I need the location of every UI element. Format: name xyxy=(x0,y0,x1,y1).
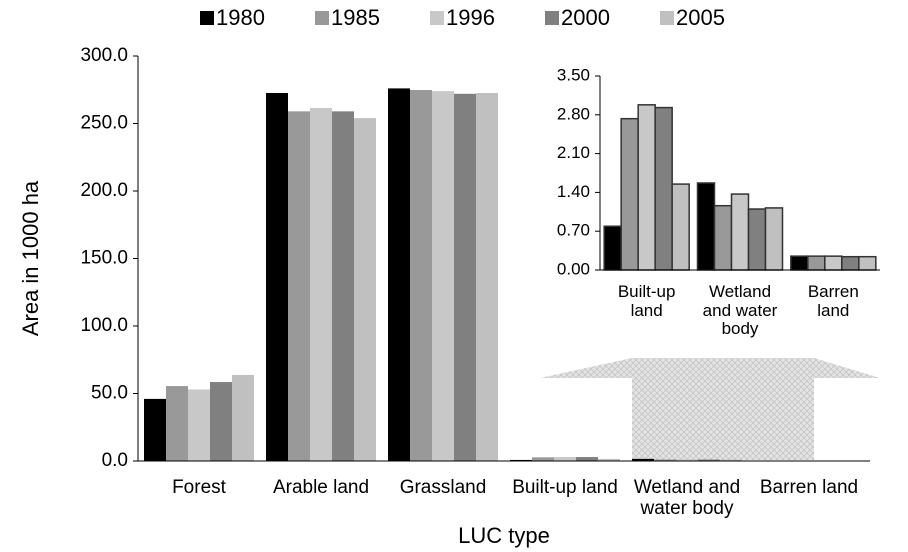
bar xyxy=(310,107,332,461)
bar xyxy=(332,111,354,461)
legend-label: 2005 xyxy=(676,5,725,30)
x-tick-label: Arable land xyxy=(272,477,370,498)
legend-label: 1980 xyxy=(216,5,265,30)
y-tick-label: 200.0 xyxy=(80,180,128,201)
y-tick-label: 300.0 xyxy=(80,45,128,66)
bar xyxy=(637,104,656,271)
legend-label: 1996 xyxy=(446,5,495,30)
bar xyxy=(841,255,860,271)
legend-label: 2000 xyxy=(561,5,610,30)
bar xyxy=(598,458,620,461)
bar xyxy=(388,88,410,462)
y-axis-title: Area in 1000 ha xyxy=(18,180,43,336)
bar xyxy=(858,255,877,271)
y-tick-label: 1.40 xyxy=(557,182,590,201)
bar xyxy=(720,459,742,461)
y-tick-label: 3.50 xyxy=(557,65,590,84)
bar xyxy=(188,389,210,461)
bar xyxy=(747,208,767,271)
x-tick-label: Wetland and water body xyxy=(702,282,778,339)
bar xyxy=(354,118,376,461)
bar xyxy=(698,459,720,461)
bar xyxy=(671,183,690,271)
y-tick-label: 250.0 xyxy=(80,113,128,134)
legend-swatch xyxy=(660,11,674,25)
bar xyxy=(696,182,716,271)
legend-swatch xyxy=(545,11,559,25)
bar xyxy=(410,90,432,462)
x-tick-label: Built-up land xyxy=(617,282,676,320)
bar xyxy=(432,91,454,461)
legend-swatch xyxy=(200,11,214,25)
y-tick-label: 150.0 xyxy=(80,248,128,269)
y-tick-label: 50.0 xyxy=(91,383,128,404)
bar xyxy=(454,93,476,462)
x-tick-label: Forest xyxy=(172,477,226,498)
x-tick-label: Grassland xyxy=(399,477,487,498)
x-axis-title: LUC type xyxy=(458,523,550,548)
legend-swatch xyxy=(315,11,329,25)
legend-swatch xyxy=(430,11,444,25)
x-tick-label: Wetland and water body xyxy=(633,477,741,519)
bar xyxy=(554,456,576,461)
x-tick-label: Barren land xyxy=(807,282,859,320)
bar xyxy=(166,386,188,461)
bar xyxy=(807,255,826,271)
bar xyxy=(603,225,622,271)
bar xyxy=(676,459,698,461)
x-tick-label: Built-up land xyxy=(512,477,618,498)
y-tick-label: 0.70 xyxy=(557,221,590,240)
bar xyxy=(144,398,166,461)
bar xyxy=(654,106,673,271)
y-tick-label: 0.0 xyxy=(102,450,128,471)
bar xyxy=(713,204,733,271)
bar xyxy=(232,375,254,461)
bar xyxy=(266,92,288,462)
bar xyxy=(210,382,232,461)
bar xyxy=(532,457,554,461)
bar xyxy=(824,255,843,271)
y-tick-label: 0.00 xyxy=(557,259,590,278)
bar xyxy=(790,255,809,271)
legend-label: 1985 xyxy=(331,5,380,30)
zoom-connector xyxy=(540,358,880,460)
bar xyxy=(632,458,654,461)
bar xyxy=(764,207,784,271)
y-tick-label: 100.0 xyxy=(80,315,128,336)
bar xyxy=(730,193,750,271)
y-tick-label: 2.10 xyxy=(557,143,590,162)
bar xyxy=(476,92,498,462)
bar xyxy=(620,117,639,271)
bar xyxy=(510,459,532,461)
x-tick-label: Barren land xyxy=(759,477,859,498)
bar xyxy=(654,459,676,461)
bar xyxy=(288,111,310,461)
bar xyxy=(576,457,598,461)
y-tick-label: 2.80 xyxy=(557,104,590,123)
